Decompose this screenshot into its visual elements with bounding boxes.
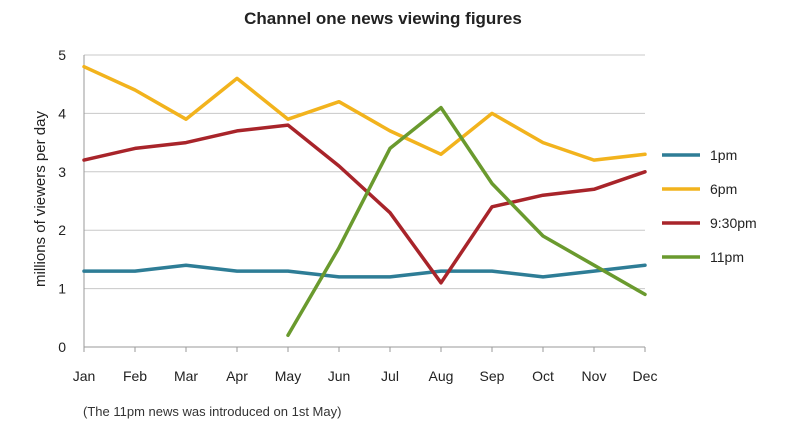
y-tick-label: 1 — [58, 281, 66, 297]
chart-title: Channel one news viewing figures — [244, 9, 522, 28]
x-tick-label: Jun — [328, 368, 351, 384]
x-tick-label: Oct — [532, 368, 554, 384]
x-tick-label: Mar — [174, 368, 198, 384]
x-tick-label: Feb — [123, 368, 147, 384]
y-tick-label: 2 — [58, 222, 66, 238]
x-tick-label: Apr — [226, 368, 248, 384]
series-line-1pm — [82, 263, 647, 279]
x-tick-label: Dec — [633, 368, 658, 384]
x-tick-label: Sep — [480, 368, 505, 384]
y-tick-label: 0 — [58, 339, 66, 355]
series-line-11pm — [286, 105, 647, 338]
x-tick-label: Aug — [429, 368, 454, 384]
legend-label: 9:30pm — [710, 215, 757, 231]
series-lines — [82, 64, 647, 338]
gridlines: 0 1 2 3 4 5 — [58, 47, 645, 355]
y-tick-label: 3 — [58, 164, 66, 180]
axes: Jan Feb Mar Apr May Jun Jul Aug Sep Oct Nov Dec — [73, 55, 658, 384]
x-tick-label: Jan — [73, 368, 96, 384]
x-tick-label: May — [275, 368, 301, 384]
y-tick-label: 4 — [58, 105, 66, 121]
series-line-6pm — [82, 64, 647, 162]
footnote: (The 11pm news was introduced on 1st May… — [83, 404, 341, 419]
x-tick-label: Nov — [582, 368, 607, 384]
y-tick-label: 5 — [58, 47, 66, 63]
legend-label: 11pm — [710, 249, 744, 265]
legend-label: 6pm — [710, 181, 737, 197]
series-line-930pm — [82, 123, 647, 285]
y-axis-label: millions of viewers per day — [32, 111, 49, 287]
x-tick-label: Jul — [381, 368, 399, 384]
legend: 1pm 6pm 9:30pm 11pm — [662, 147, 757, 265]
legend-label: 1pm — [710, 147, 737, 163]
